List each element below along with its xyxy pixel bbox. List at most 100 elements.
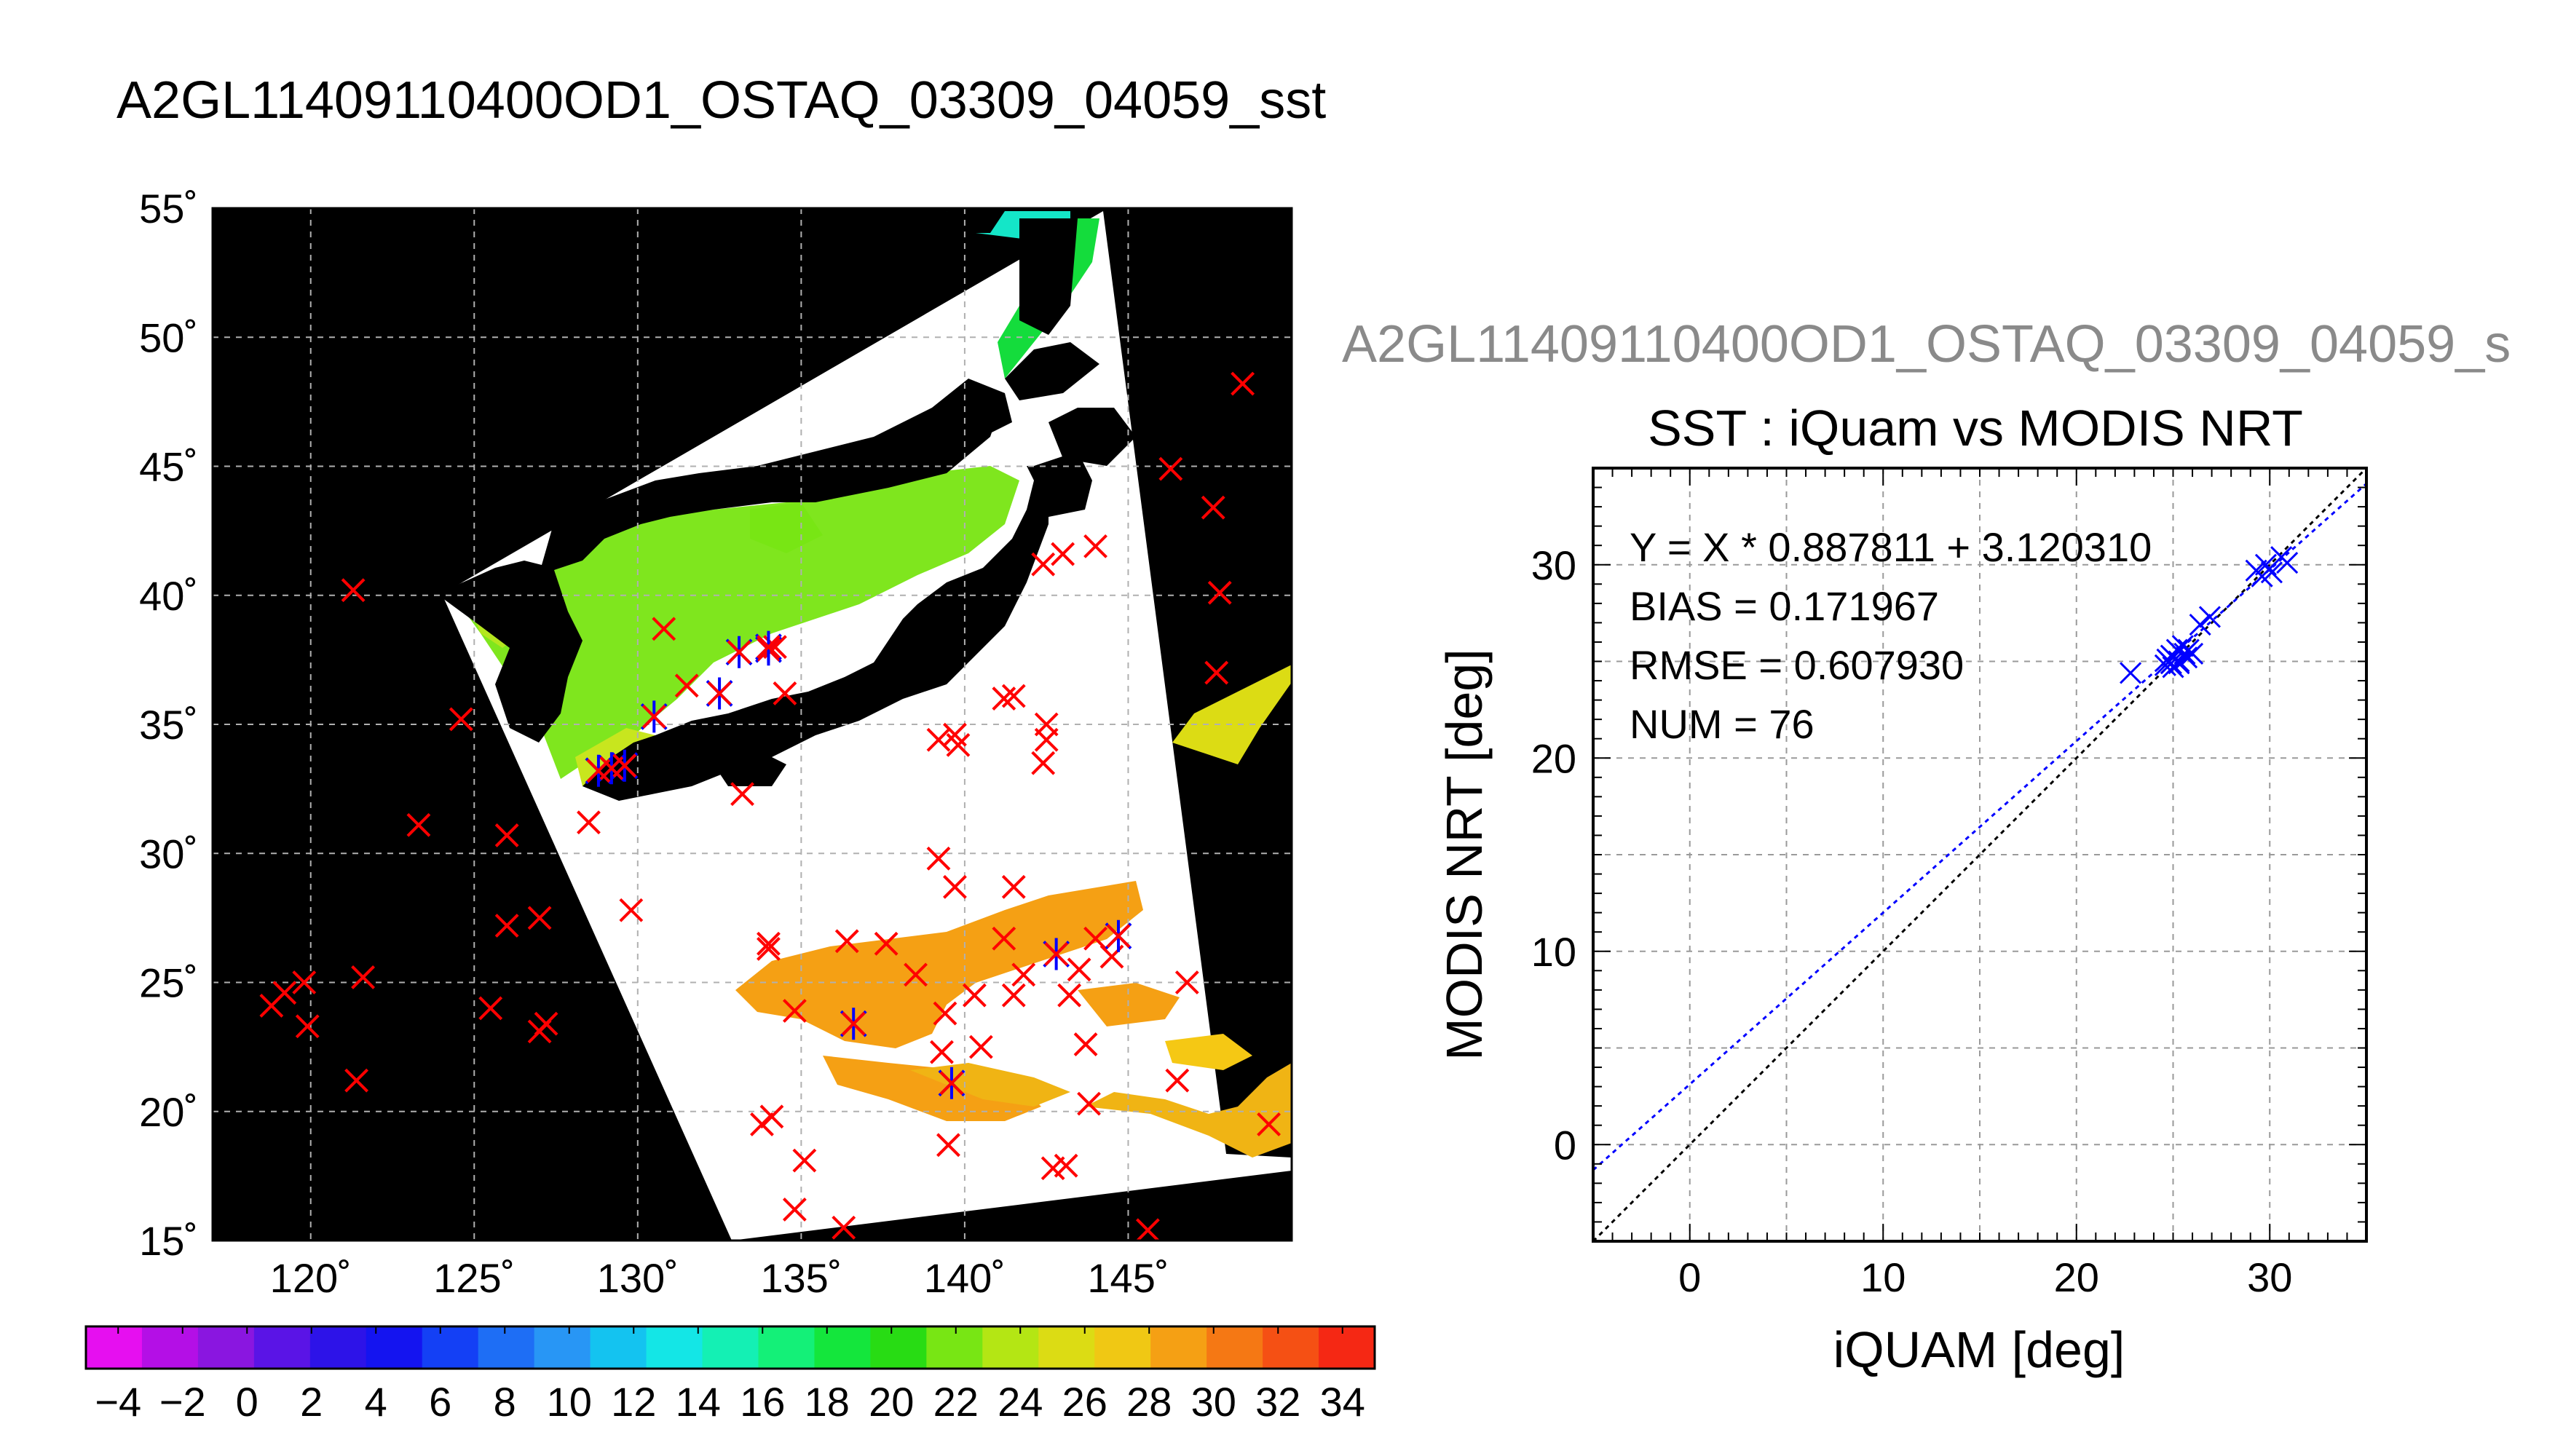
station-marker: [1001, 983, 1026, 1008]
station-marker: [1204, 660, 1229, 685]
scatter-x-tick-label: 30: [2247, 1254, 2292, 1300]
scatter-point: [2260, 561, 2283, 584]
colorbar-swatch: [1150, 1326, 1208, 1369]
station-marker: [773, 681, 797, 705]
matched-station-marker: [725, 636, 753, 668]
bias-stat: BIAS = 0.171967: [1630, 583, 1939, 629]
colorbar-swatch: [814, 1326, 872, 1369]
station-marker: [1001, 874, 1026, 899]
colorbar-label: 26: [1062, 1379, 1107, 1425]
station-marker: [406, 812, 431, 837]
lat-tick-label: 20˚: [139, 1089, 198, 1135]
station-marker: [750, 1112, 774, 1136]
colorbar-swatch: [1094, 1326, 1152, 1369]
colorbar-swatch: [702, 1326, 759, 1369]
station-marker: [449, 707, 473, 732]
colorbar-label: 22: [933, 1379, 979, 1425]
station-marker: [341, 578, 366, 603]
station-marker: [933, 1001, 957, 1026]
colorbar-label: 20: [869, 1379, 914, 1425]
scatter-y-tick-label: 20: [1531, 735, 1576, 781]
rmse-stat: RMSE = 0.607930: [1630, 642, 1964, 688]
station-marker: [730, 782, 754, 807]
colorbar-label: 16: [740, 1379, 785, 1425]
colorbar-swatch: [86, 1326, 143, 1369]
lat-tick-label: 40˚: [139, 573, 198, 619]
colorbar-swatch: [1207, 1326, 1264, 1369]
colorbar-swatch: [141, 1326, 199, 1369]
scatter-point: [2120, 662, 2142, 684]
station-marker: [1054, 1153, 1078, 1178]
scatter-minor-ticks: [1593, 467, 2367, 1241]
station-marker: [1031, 751, 1056, 775]
station-cross: [1044, 942, 1069, 966]
colorbar-label: 34: [1320, 1379, 1365, 1425]
scatter-grid: [1593, 468, 2366, 1241]
colorbar-label: 32: [1255, 1379, 1300, 1425]
matched-station-marker: [938, 1067, 965, 1099]
station-marker: [259, 993, 284, 1018]
station-marker: [782, 999, 807, 1023]
colorbar-label: 28: [1126, 1379, 1172, 1425]
lon-tick-label: 125˚: [433, 1255, 515, 1301]
station-marker: [930, 1040, 954, 1064]
station-marker: [494, 823, 519, 847]
station-marker: [527, 906, 552, 930]
station-cross: [939, 1071, 964, 1096]
station-marker: [757, 937, 781, 961]
lat-tick-label: 45˚: [139, 444, 198, 490]
lat-tick-label: 50˚: [139, 314, 198, 360]
colorbar-label: 18: [805, 1379, 850, 1425]
colorbar-label: 8: [494, 1379, 516, 1425]
station-marker: [1051, 542, 1075, 566]
station-marker: [1077, 1091, 1101, 1116]
station-marker: [577, 810, 601, 835]
matched-station-marker: [755, 630, 782, 663]
colorbar-swatch: [758, 1326, 816, 1369]
num-stat: NUM = 76: [1630, 701, 1814, 747]
colorbar-swatch: [197, 1326, 255, 1369]
station-marker: [834, 929, 859, 954]
land-mask: [437, 211, 1136, 801]
map-markers: [259, 371, 1281, 1241]
scatter-x-tick-label: 10: [1860, 1254, 1906, 1300]
station-marker: [968, 1034, 993, 1059]
map-lon-ticks: 120˚ 125˚ 130˚ 135˚ 140˚ 145˚: [270, 1255, 1169, 1301]
colorbar-swatch: [534, 1326, 591, 1369]
lat-tick-label: 55˚: [139, 186, 198, 232]
station-cross: [727, 640, 751, 665]
colorbar-swatches: [86, 1326, 1375, 1369]
colorbar-swatch: [478, 1326, 535, 1369]
station-marker: [652, 617, 676, 641]
station-marker: [1001, 684, 1026, 708]
scatter-point: [2276, 552, 2299, 574]
station-marker: [926, 727, 951, 752]
lon-tick-label: 135˚: [760, 1255, 842, 1301]
station-marker: [962, 983, 987, 1008]
station-cross: [841, 1011, 866, 1036]
lat-tick-label: 15˚: [139, 1218, 198, 1264]
station-marker: [1231, 371, 1255, 396]
station-marker: [1207, 580, 1232, 605]
station-marker: [792, 1148, 817, 1173]
scatter-point: [2181, 642, 2204, 665]
station-marker: [943, 874, 967, 899]
station-marker: [292, 970, 317, 994]
scatter-title: SST : iQuam vs MODIS NRT: [1648, 400, 2303, 456]
colorbar-swatch: [870, 1326, 928, 1369]
station-marker: [904, 962, 928, 987]
station-marker: [926, 846, 951, 871]
scatter-point: [2189, 613, 2211, 636]
colorbar-frame: [84, 1325, 1376, 1370]
station-marker: [1165, 1068, 1190, 1093]
scatter-x-tick-label: 0: [1678, 1254, 1701, 1300]
station-marker: [992, 687, 1016, 711]
map-frame: [211, 207, 1293, 1242]
station-marker: [1201, 495, 1225, 520]
scatter-x-tick-label: 20: [2054, 1254, 2099, 1300]
lat-tick-label: 30˚: [139, 831, 198, 877]
lon-tick-label: 130˚: [597, 1255, 679, 1301]
matched-station-marker: [1105, 919, 1132, 952]
station-marker: [946, 732, 971, 757]
colorbar-swatch: [982, 1326, 1040, 1369]
